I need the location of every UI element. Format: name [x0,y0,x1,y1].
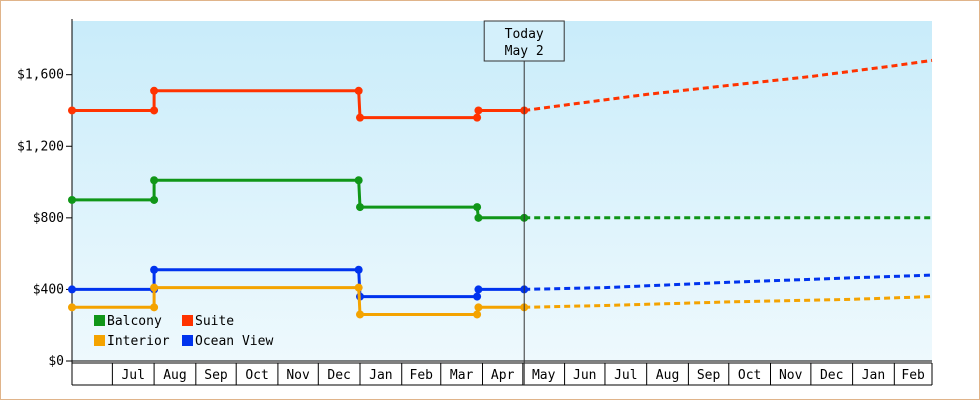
data-point[interactable] [356,310,365,319]
data-point[interactable] [474,213,483,222]
series-suite [68,58,933,122]
series-interior [68,283,933,319]
data-point[interactable] [150,86,159,95]
data-point[interactable] [354,86,363,95]
legend-swatch [94,335,105,346]
data-point[interactable] [150,106,159,115]
legend-item-balcony: Balcony [94,314,162,329]
x-month-label: Dec [327,368,350,383]
data-point[interactable] [473,113,482,122]
legend-label: Ocean View [195,334,273,349]
plot-area [72,21,932,361]
series-lines [68,58,933,319]
y-tick-label: $1,600 [17,68,64,83]
x-month-label: Mar [450,368,474,383]
data-point[interactable] [356,203,365,212]
x-month-label: Aug [163,368,186,383]
data-point[interactable] [473,310,482,319]
legend-label: Balcony [107,314,162,329]
today-label: Today [505,27,544,42]
data-point[interactable] [354,265,363,274]
data-point[interactable] [150,283,159,292]
x-month-label: Jun [573,368,596,383]
x-month-label: Apr [491,368,515,383]
x-month-label: Aug [656,368,679,383]
legend-swatch [182,315,193,326]
x-month-label: Feb [410,368,434,383]
series-balcony [68,176,932,222]
legend-swatch [94,315,105,326]
today-label-box [483,20,565,62]
x-month-label: Oct [738,368,761,383]
y-tick-label: $400 [33,282,64,297]
data-point[interactable] [474,106,483,115]
today-marker: Today May 2 [483,20,565,385]
data-point[interactable] [68,303,76,312]
forecast-line [524,58,933,112]
legend-label: Suite [195,314,234,329]
forecast-line [524,295,933,309]
x-month-label: Sep [204,368,228,383]
data-point[interactable] [354,176,363,185]
legend-item-interior: Interior [94,334,170,349]
legend-item-ocean-view: Ocean View [182,334,273,349]
x-month-label: Oct [245,368,268,383]
legend-label: Interior [107,334,170,349]
x-month-label: Sep [697,368,721,383]
legend-swatch [182,335,193,346]
data-point[interactable] [473,203,482,212]
y-tick-label: $1,200 [17,139,64,154]
data-point[interactable] [474,303,483,312]
y-tick-label: $0 [48,354,64,369]
data-point[interactable] [474,285,483,294]
x-month-label: Jan [862,368,885,383]
x-month-label: May [532,368,556,383]
x-month-label: Nov [286,368,310,383]
y-tick-label: $800 [33,211,64,226]
x-month-label: Dec [820,368,843,383]
data-point[interactable] [356,113,365,122]
forecast-line [524,273,933,291]
data-point[interactable] [68,195,76,204]
x-month-label: Jul [614,368,637,383]
data-point[interactable] [68,106,76,115]
legend-item-suite: Suite [182,314,234,329]
data-point[interactable] [473,292,482,301]
legend: Balcony Suite Interior Ocean View [94,314,273,349]
data-point[interactable] [68,285,76,294]
x-month-label: Nov [779,368,803,383]
data-point[interactable] [150,303,159,312]
data-point[interactable] [150,176,159,185]
data-point[interactable] [150,265,159,274]
x-month-label: Jan [369,368,392,383]
data-point[interactable] [150,195,159,204]
x-month-label: Jul [121,368,144,383]
data-point[interactable] [354,283,363,292]
today-date-label: May 2 [505,44,544,59]
x-month-label: Feb [901,368,925,383]
